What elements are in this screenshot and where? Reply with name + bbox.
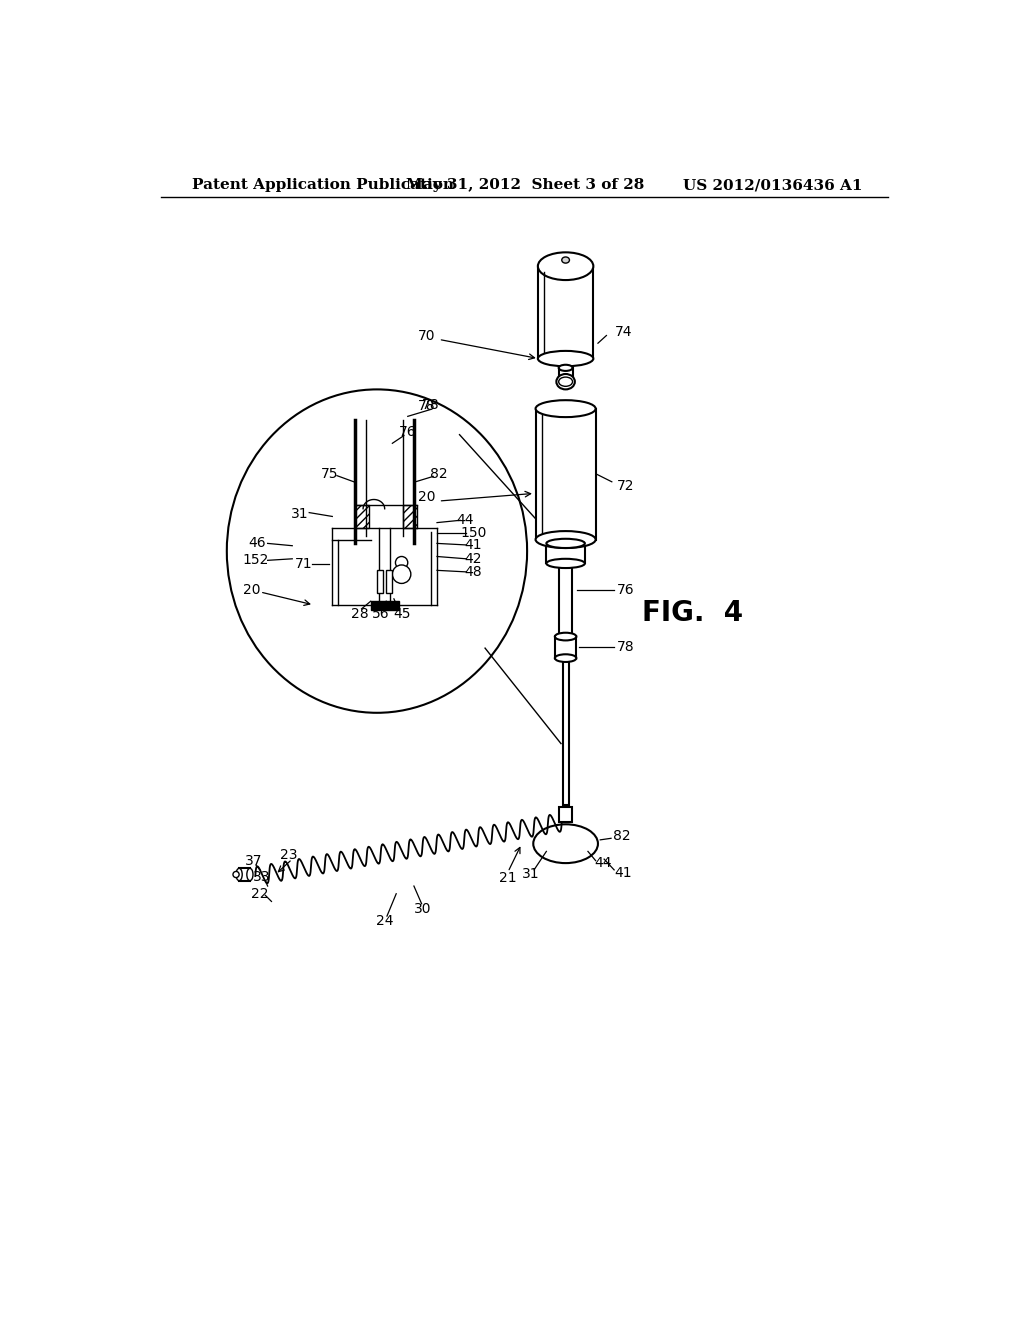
Text: May 31, 2012  Sheet 3 of 28: May 31, 2012 Sheet 3 of 28 <box>406 178 644 193</box>
Ellipse shape <box>247 869 253 880</box>
Text: 21: 21 <box>499 871 517 886</box>
Ellipse shape <box>538 252 593 280</box>
Bar <box>562 661 568 805</box>
Ellipse shape <box>562 257 569 263</box>
Circle shape <box>392 565 411 583</box>
Text: 46: 46 <box>249 536 266 550</box>
Text: Patent Application Publication: Patent Application Publication <box>193 178 455 193</box>
Text: 70: 70 <box>418 329 436 342</box>
Ellipse shape <box>555 632 577 640</box>
Text: 82: 82 <box>613 829 631 843</box>
Text: 76: 76 <box>399 425 417 438</box>
Ellipse shape <box>536 531 596 548</box>
Bar <box>559 368 572 379</box>
Text: 44: 44 <box>594 855 611 870</box>
Bar <box>555 636 577 659</box>
Text: 30: 30 <box>415 902 432 916</box>
Text: 75: 75 <box>321 467 338 480</box>
Text: US 2012/0136436 A1: US 2012/0136436 A1 <box>683 178 862 193</box>
Circle shape <box>395 557 408 569</box>
Text: 42: 42 <box>465 552 482 566</box>
Text: 22: 22 <box>251 887 268 900</box>
Bar <box>559 566 571 651</box>
Text: 76: 76 <box>616 582 635 597</box>
Ellipse shape <box>226 389 527 713</box>
Ellipse shape <box>559 364 572 371</box>
Ellipse shape <box>538 351 593 367</box>
Text: 150: 150 <box>460 527 486 540</box>
Bar <box>355 504 370 528</box>
Bar <box>538 267 593 359</box>
Ellipse shape <box>536 400 596 417</box>
Bar <box>377 570 383 594</box>
Bar <box>371 601 398 610</box>
Ellipse shape <box>237 869 243 880</box>
Text: 152: 152 <box>243 553 269 568</box>
Ellipse shape <box>556 374 574 389</box>
Text: 37: 37 <box>245 854 262 867</box>
Text: 45: 45 <box>393 607 411 622</box>
Text: 72: 72 <box>616 479 635 492</box>
Text: FIG.  4: FIG. 4 <box>642 599 743 627</box>
Text: 74: 74 <box>614 325 632 339</box>
Text: 20: 20 <box>418 490 436 504</box>
Text: 56: 56 <box>372 607 389 622</box>
Text: 31: 31 <box>522 867 540 882</box>
Text: 82: 82 <box>430 467 447 480</box>
Text: 48: 48 <box>465 565 482 579</box>
Text: 41: 41 <box>614 866 632 880</box>
Ellipse shape <box>233 871 240 878</box>
Ellipse shape <box>547 558 585 568</box>
Bar <box>386 570 392 594</box>
Text: 20: 20 <box>244 582 261 597</box>
Bar <box>240 869 250 880</box>
Text: 41: 41 <box>465 539 482 552</box>
Text: 78: 78 <box>616 640 635 655</box>
Text: 44: 44 <box>457 513 474 527</box>
Text: 33: 33 <box>253 870 270 884</box>
Text: 71: 71 <box>295 557 312 572</box>
Ellipse shape <box>534 824 598 863</box>
Bar <box>403 504 417 528</box>
Text: 31: 31 <box>291 507 309 521</box>
Text: 78: 78 <box>418 400 436 413</box>
Bar <box>547 544 585 564</box>
Bar <box>559 807 571 822</box>
Ellipse shape <box>547 539 585 548</box>
Text: 28: 28 <box>351 607 369 622</box>
Bar <box>536 409 596 540</box>
Ellipse shape <box>555 655 577 663</box>
Text: 24: 24 <box>376 913 393 928</box>
Text: 78: 78 <box>422 397 439 412</box>
Text: 23: 23 <box>280 849 297 862</box>
